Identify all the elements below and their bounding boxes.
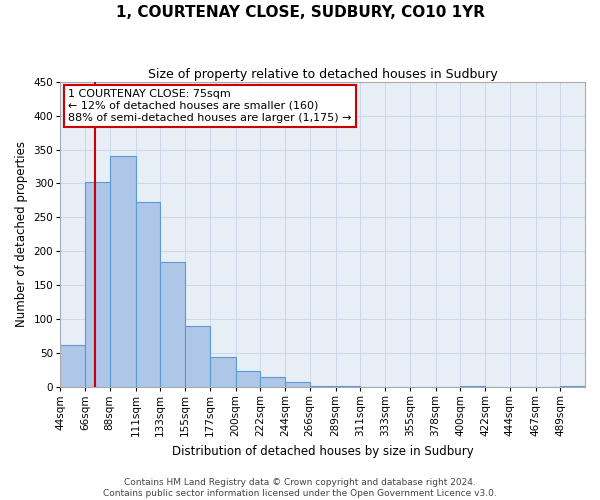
Title: Size of property relative to detached houses in Sudbury: Size of property relative to detached ho… [148,68,497,80]
Bar [185,326,209,387]
Bar [209,356,236,387]
Bar [310,386,335,387]
Text: Contains HM Land Registry data © Crown copyright and database right 2024.
Contai: Contains HM Land Registry data © Crown c… [103,478,497,498]
Bar [285,382,310,387]
Bar [560,386,585,387]
Bar [60,345,85,387]
Bar [110,156,136,387]
Bar [85,182,110,387]
Bar [460,386,485,387]
Text: 1 COURTENAY CLOSE: 75sqm
← 12% of detached houses are smaller (160)
88% of semi-: 1 COURTENAY CLOSE: 75sqm ← 12% of detach… [68,90,352,122]
Bar [136,202,160,387]
Bar [260,377,285,387]
Bar [236,371,260,387]
Text: 1, COURTENAY CLOSE, SUDBURY, CO10 1YR: 1, COURTENAY CLOSE, SUDBURY, CO10 1YR [115,5,485,20]
X-axis label: Distribution of detached houses by size in Sudbury: Distribution of detached houses by size … [172,444,473,458]
Bar [335,386,360,387]
Y-axis label: Number of detached properties: Number of detached properties [15,142,28,328]
Bar [160,262,185,387]
